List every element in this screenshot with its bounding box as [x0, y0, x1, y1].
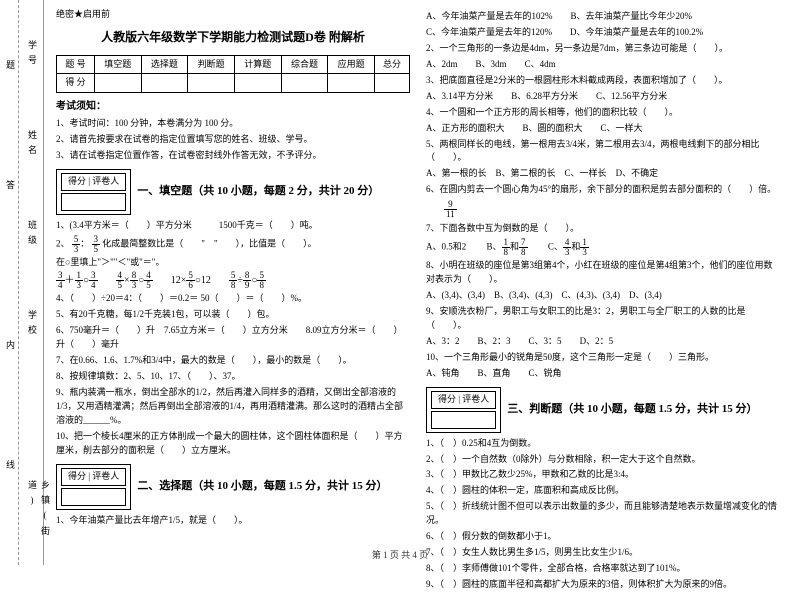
exam-title: 人教版六年级数学下学期能力检测试题D卷 附解析 [56, 28, 410, 47]
secrecy-tag: 绝密★启用前 [56, 8, 410, 22]
binding-label: 学校 [26, 310, 39, 340]
score-table: 题 号填空题选择题判断题计算题综合题应用题总分 得 分 [56, 55, 410, 94]
scorer-box: 得分 | 评卷人 [56, 464, 131, 510]
binding-label: 班级 [26, 220, 39, 250]
section-1-title: 一、填空题（共 10 小题，每题 2 分，共计 20 分） [137, 183, 410, 200]
binding-label: 学号 [26, 40, 39, 70]
scorer-box: 得分 | 评卷人 [426, 387, 501, 433]
page-footer: 第 1 页 共 4 页 [0, 548, 800, 561]
choice-questions-cont: A、今年油菜产量是去年的102% B、去年油菜产量比今年少20% C、今年油菜产… [426, 10, 780, 381]
binding-inner-label: 线 [4, 460, 17, 475]
binding-label: 姓名 [26, 130, 39, 160]
binding-inner-label: 内 [4, 340, 17, 355]
binding-inner-label: 题 [4, 60, 17, 75]
scorer-box: 得分 | 评卷人 [56, 169, 131, 215]
fill-blank-questions: 1、(3.4平方米＝（ ）平方分米 1500千克＝（ ）吨。 2、 53： 35… [56, 219, 410, 458]
choice-questions-start: 1、今年油菜产量比去年增产1/5，就是（ ）。 [56, 514, 410, 528]
section-3-title: 三、判断题（共 10 小题，每题 1.5 分，共计 15 分） [507, 401, 780, 418]
section-2-title: 二、选择题（共 10 小题，每题 1.5 分，共计 15 分） [137, 478, 410, 495]
judge-questions: 1、（ ）0.25和4互为倒数。 2、（ ）一个自然数（0除外）与分数相除，积一… [426, 437, 780, 592]
notice-list: 1、考试时间：100 分钟，本卷满分为 100 分。 2、请首先按要求在试卷的指… [56, 117, 410, 163]
binding-inner-label: 答 [4, 180, 17, 195]
notice-title: 考试须知： [56, 99, 410, 115]
